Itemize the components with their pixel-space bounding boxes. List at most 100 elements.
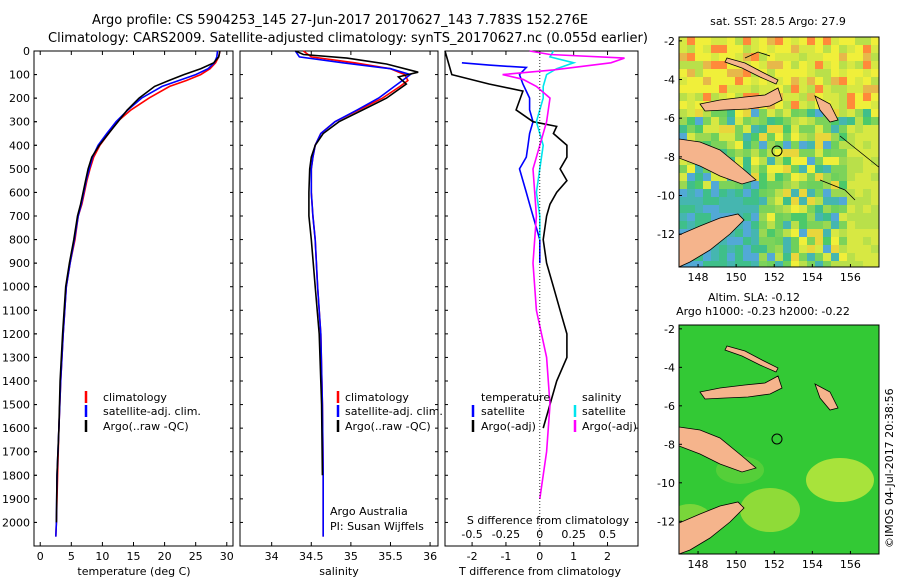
sst-cell xyxy=(735,93,743,101)
sst-cell xyxy=(807,213,815,221)
sst-cell xyxy=(831,125,839,133)
series-line-satellite-adj-clim- xyxy=(294,50,413,537)
legend-label-argo: Argo(..raw -QC) xyxy=(345,420,431,433)
salinity-annotation-2: PI: Susan Wijffels xyxy=(330,520,424,533)
sst-cell xyxy=(863,101,871,109)
sst-cell xyxy=(847,109,855,117)
sst-cell xyxy=(703,197,711,205)
sst-cell xyxy=(831,237,839,245)
sst-cell xyxy=(839,61,847,69)
sst-cell xyxy=(839,205,847,213)
sst-cell xyxy=(823,245,831,253)
sst-cell xyxy=(823,189,831,197)
sst-cell xyxy=(871,45,879,53)
sst-cell xyxy=(767,133,775,141)
sst-cell xyxy=(815,53,823,61)
land-australia xyxy=(679,213,745,267)
sst-cell xyxy=(823,69,831,77)
temperature-legend: climatology satellite-adj. clim. Argo(..… xyxy=(84,391,201,433)
sst-cell xyxy=(807,125,815,133)
sst-cell xyxy=(863,229,871,237)
x-tick-label: 1 xyxy=(570,550,577,563)
sst-cell xyxy=(775,205,783,213)
sst-cell xyxy=(823,229,831,237)
sst-cell xyxy=(783,69,791,77)
sst-cell xyxy=(783,181,791,189)
sst-cell xyxy=(703,37,711,45)
sst-cell xyxy=(783,101,791,109)
sst-cell xyxy=(727,141,735,149)
sst-cell xyxy=(767,53,775,61)
sst-cell xyxy=(807,237,815,245)
sst-cell xyxy=(815,237,823,245)
sst-cell xyxy=(799,237,807,245)
difference-chart: -2 -1 0 1 2 -0.5 -0.25 0 0.25 0.5 xyxy=(444,50,638,563)
sst-cell xyxy=(863,37,871,45)
sst-cell xyxy=(823,149,831,157)
sst-cell xyxy=(719,181,727,189)
sst-cell xyxy=(759,237,767,245)
sst-cell xyxy=(839,165,847,173)
sst-cell xyxy=(807,61,815,69)
sst-cell xyxy=(831,37,839,45)
sst-cell xyxy=(775,253,783,261)
imos-timestamp: ©IMOS 04-Jul-2017 20:38:56 xyxy=(883,388,896,548)
sst-cell xyxy=(767,141,775,149)
sst-cell xyxy=(775,173,783,181)
map-y-tick-label: -10 xyxy=(657,477,675,490)
map-y-tick-label: -12 xyxy=(657,228,675,241)
legend-title-salinity: salinity xyxy=(582,391,622,404)
s-tick-label: 0.5 xyxy=(599,528,617,541)
sst-cell xyxy=(679,173,687,181)
sst-cell xyxy=(719,141,727,149)
sst-cell xyxy=(871,173,879,181)
sst-cell xyxy=(695,61,703,69)
sst-cell xyxy=(751,157,759,165)
sst-cell xyxy=(775,69,783,77)
sst-cell xyxy=(711,61,719,69)
sst-cell xyxy=(735,157,743,165)
s-tick-label: 0.25 xyxy=(561,528,586,541)
sst-cell xyxy=(743,205,751,213)
land-australia xyxy=(679,501,745,554)
sst-cell xyxy=(871,261,879,267)
sst-cell xyxy=(767,117,775,125)
sst-cell xyxy=(775,165,783,173)
sst-cell xyxy=(743,189,751,197)
depth-tick-label: 1400 xyxy=(2,375,30,388)
sst-cell xyxy=(815,37,823,45)
sst-cell xyxy=(695,125,703,133)
sst-cell xyxy=(863,245,871,253)
sst-cell xyxy=(759,77,767,85)
sst-cell xyxy=(695,205,703,213)
sst-cell xyxy=(791,53,799,61)
sst-cell xyxy=(695,77,703,85)
sst-cell xyxy=(759,245,767,253)
sst-cell xyxy=(799,85,807,93)
sst-cell xyxy=(831,181,839,189)
sst-cell xyxy=(791,197,799,205)
legend-label-t-satellite: satellite xyxy=(481,405,525,418)
sst-cell xyxy=(751,117,759,125)
sst-cell xyxy=(783,237,791,245)
x-tick-label: 2 xyxy=(604,550,611,563)
sst-cell xyxy=(711,93,719,101)
sst-cell xyxy=(783,189,791,197)
sst-cell xyxy=(775,101,783,109)
sst-cell xyxy=(695,109,703,117)
sst-cell xyxy=(775,189,783,197)
sst-cell xyxy=(695,101,703,109)
sst-cell xyxy=(871,213,879,221)
sst-cell xyxy=(855,77,863,85)
sst-cell xyxy=(831,221,839,229)
sst-cell xyxy=(735,141,743,149)
sst-cell xyxy=(743,245,751,253)
sst-cell xyxy=(791,45,799,53)
sst-cell xyxy=(831,189,839,197)
sst-cell xyxy=(815,45,823,53)
sst-cell xyxy=(831,101,839,109)
sst-cell xyxy=(687,53,695,61)
sst-cell xyxy=(823,37,831,45)
sst-cell xyxy=(799,109,807,117)
sst-cell xyxy=(687,213,695,221)
